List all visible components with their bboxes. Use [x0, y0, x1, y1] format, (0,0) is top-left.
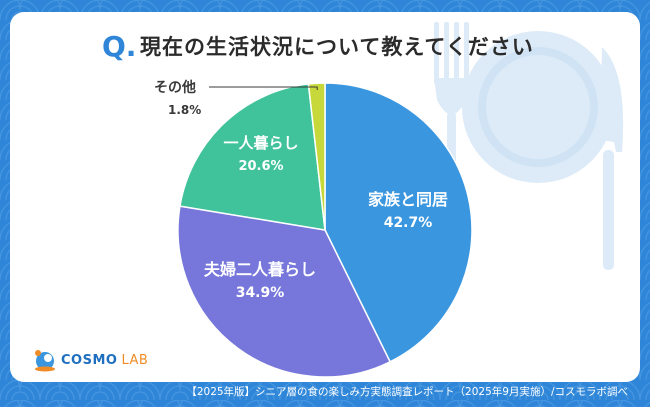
cosmo-lab-logo: COSMO LAB	[32, 347, 148, 373]
slice-label: 家族と同居	[368, 190, 448, 209]
pie-slice	[179, 83, 326, 231]
slice-value-label: 1.8%	[168, 103, 201, 117]
cosmo-lab-logo-icon	[35, 350, 55, 372]
plate-icon	[462, 31, 614, 183]
pie-slice	[307, 82, 326, 231]
pie-slice	[324, 82, 473, 363]
slice-value-label: 34.9%	[236, 285, 285, 301]
slice-value-label: 42.7%	[384, 215, 433, 231]
slice-label: 夫婦二人暮らし	[204, 260, 316, 279]
tableware-decoration	[434, 22, 624, 270]
question-mark-label: Q.	[102, 30, 137, 63]
slice-label: その他	[154, 79, 196, 96]
slice-label: 一人暮らし	[223, 134, 298, 152]
slice-value-label: 20.6%	[238, 159, 283, 174]
knife-icon	[600, 47, 624, 270]
pie-slice	[177, 205, 392, 378]
logo-brand: COSMO	[61, 352, 118, 368]
source-footer: 【2025年版】シニア層の食の楽しみ方実態調査レポート（2025年9月実施）/コ…	[186, 386, 628, 398]
logo-suffix: LAB	[121, 352, 149, 368]
chart-title: 現在の生活状況について教えてください	[140, 35, 534, 59]
leader-line	[209, 86, 318, 91]
pie-chart: 家族と同居 42.7% 夫婦二人暮らし 34.9% 一人暮らし 20.6% その他 1.8%	[154, 79, 473, 378]
chart-card: Q. 現在の生活状況について教えてください 家族と同居 42.7% 夫婦二人暮らし 3…	[10, 12, 640, 382]
